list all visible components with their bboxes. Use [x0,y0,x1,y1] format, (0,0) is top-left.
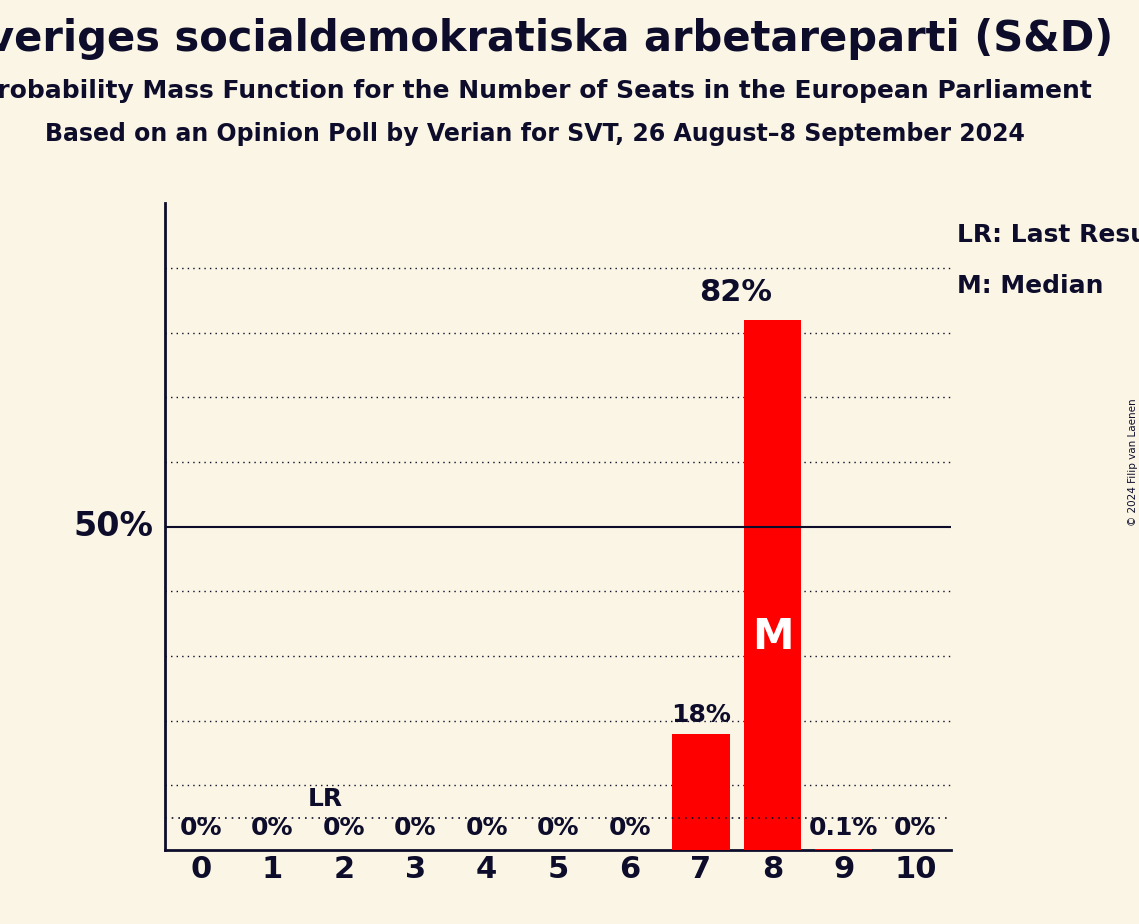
Text: 50%: 50% [74,510,154,543]
Text: 0%: 0% [536,817,580,841]
Bar [672,734,730,850]
Text: 18%: 18% [671,703,731,727]
Text: LR: LR [308,787,343,811]
Text: 0%: 0% [251,817,294,841]
Text: © 2024 Filip van Laenen: © 2024 Filip van Laenen [1129,398,1138,526]
Text: Based on an Opinion Poll by Verian for SVT, 26 August–8 September 2024: Based on an Opinion Poll by Verian for S… [46,122,1025,146]
Text: 0%: 0% [180,817,222,841]
Text: 82%: 82% [699,278,772,307]
Text: 0%: 0% [322,817,364,841]
Text: 0%: 0% [608,817,650,841]
Text: LR: Last Result: LR: Last Result [957,223,1139,247]
Text: 0.1%: 0.1% [809,817,878,841]
Text: 0%: 0% [394,817,436,841]
Text: Probability Mass Function for the Number of Seats in the European Parliament: Probability Mass Function for the Number… [0,79,1092,103]
Text: 0%: 0% [466,817,508,841]
Text: M: Median: M: Median [957,274,1104,298]
Bar [744,320,801,850]
Text: 0%: 0% [894,817,936,841]
Text: Sveriges socialdemokratiska arbetareparti (S&D): Sveriges socialdemokratiska arbetarepart… [0,18,1114,60]
Text: M: M [752,615,793,658]
